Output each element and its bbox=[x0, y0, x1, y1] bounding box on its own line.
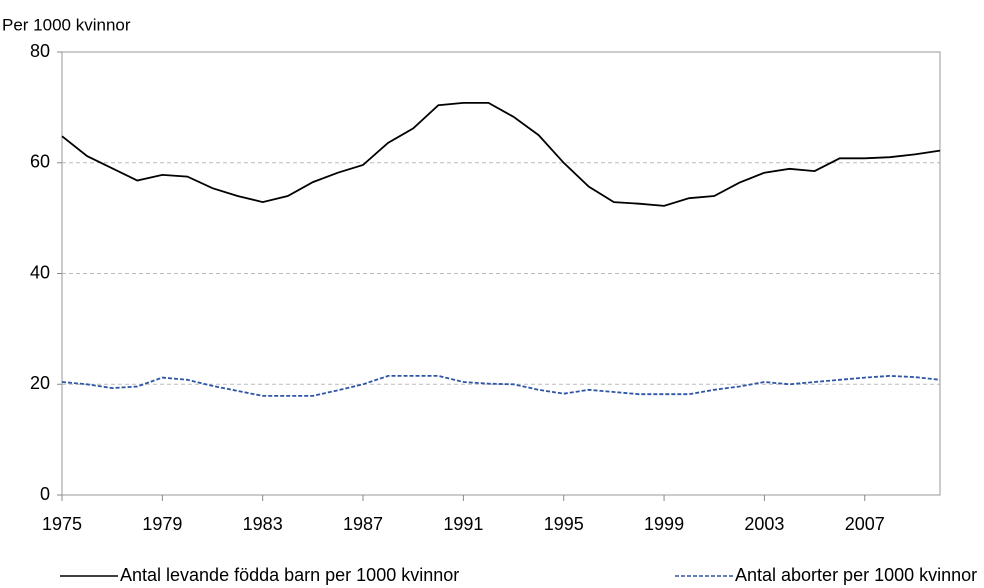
legend-label: Antal levande födda barn per 1000 kvinno… bbox=[120, 565, 459, 585]
x-tick-label: 1999 bbox=[644, 514, 684, 534]
y-tick-label: 80 bbox=[30, 41, 50, 61]
y-tick-label: 20 bbox=[30, 373, 50, 393]
x-tick-label: 1975 bbox=[42, 514, 82, 534]
series-line bbox=[61, 102, 941, 207]
legend-label: Antal aborter per 1000 kvinnor bbox=[735, 565, 977, 585]
y-tick-label: 0 bbox=[40, 484, 50, 504]
x-tick-label: 1979 bbox=[142, 514, 182, 534]
x-tick-label: 1987 bbox=[343, 514, 383, 534]
x-tick-label: 2003 bbox=[744, 514, 784, 534]
x-tick-label: 1991 bbox=[443, 514, 483, 534]
x-tick-label: 1983 bbox=[243, 514, 283, 534]
series-line bbox=[61, 374, 941, 397]
y-tick-label: 60 bbox=[30, 152, 50, 172]
plot-border bbox=[61, 51, 941, 496]
x-tick-label: 2007 bbox=[845, 514, 885, 534]
y-tick-label: 40 bbox=[30, 262, 50, 282]
x-tick-label: 1995 bbox=[544, 514, 584, 534]
y-axis-label: Per 1000 kvinnor bbox=[2, 15, 131, 34]
